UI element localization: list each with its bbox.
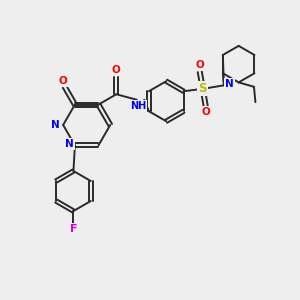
Text: O: O	[59, 76, 68, 86]
Text: O: O	[201, 107, 210, 117]
Text: N: N	[65, 139, 74, 149]
Text: N: N	[51, 120, 60, 130]
Text: N: N	[225, 79, 234, 89]
Text: S: S	[199, 82, 207, 95]
Text: NH: NH	[130, 101, 146, 111]
Text: O: O	[112, 65, 121, 75]
Text: F: F	[70, 224, 77, 234]
Text: O: O	[195, 60, 204, 70]
